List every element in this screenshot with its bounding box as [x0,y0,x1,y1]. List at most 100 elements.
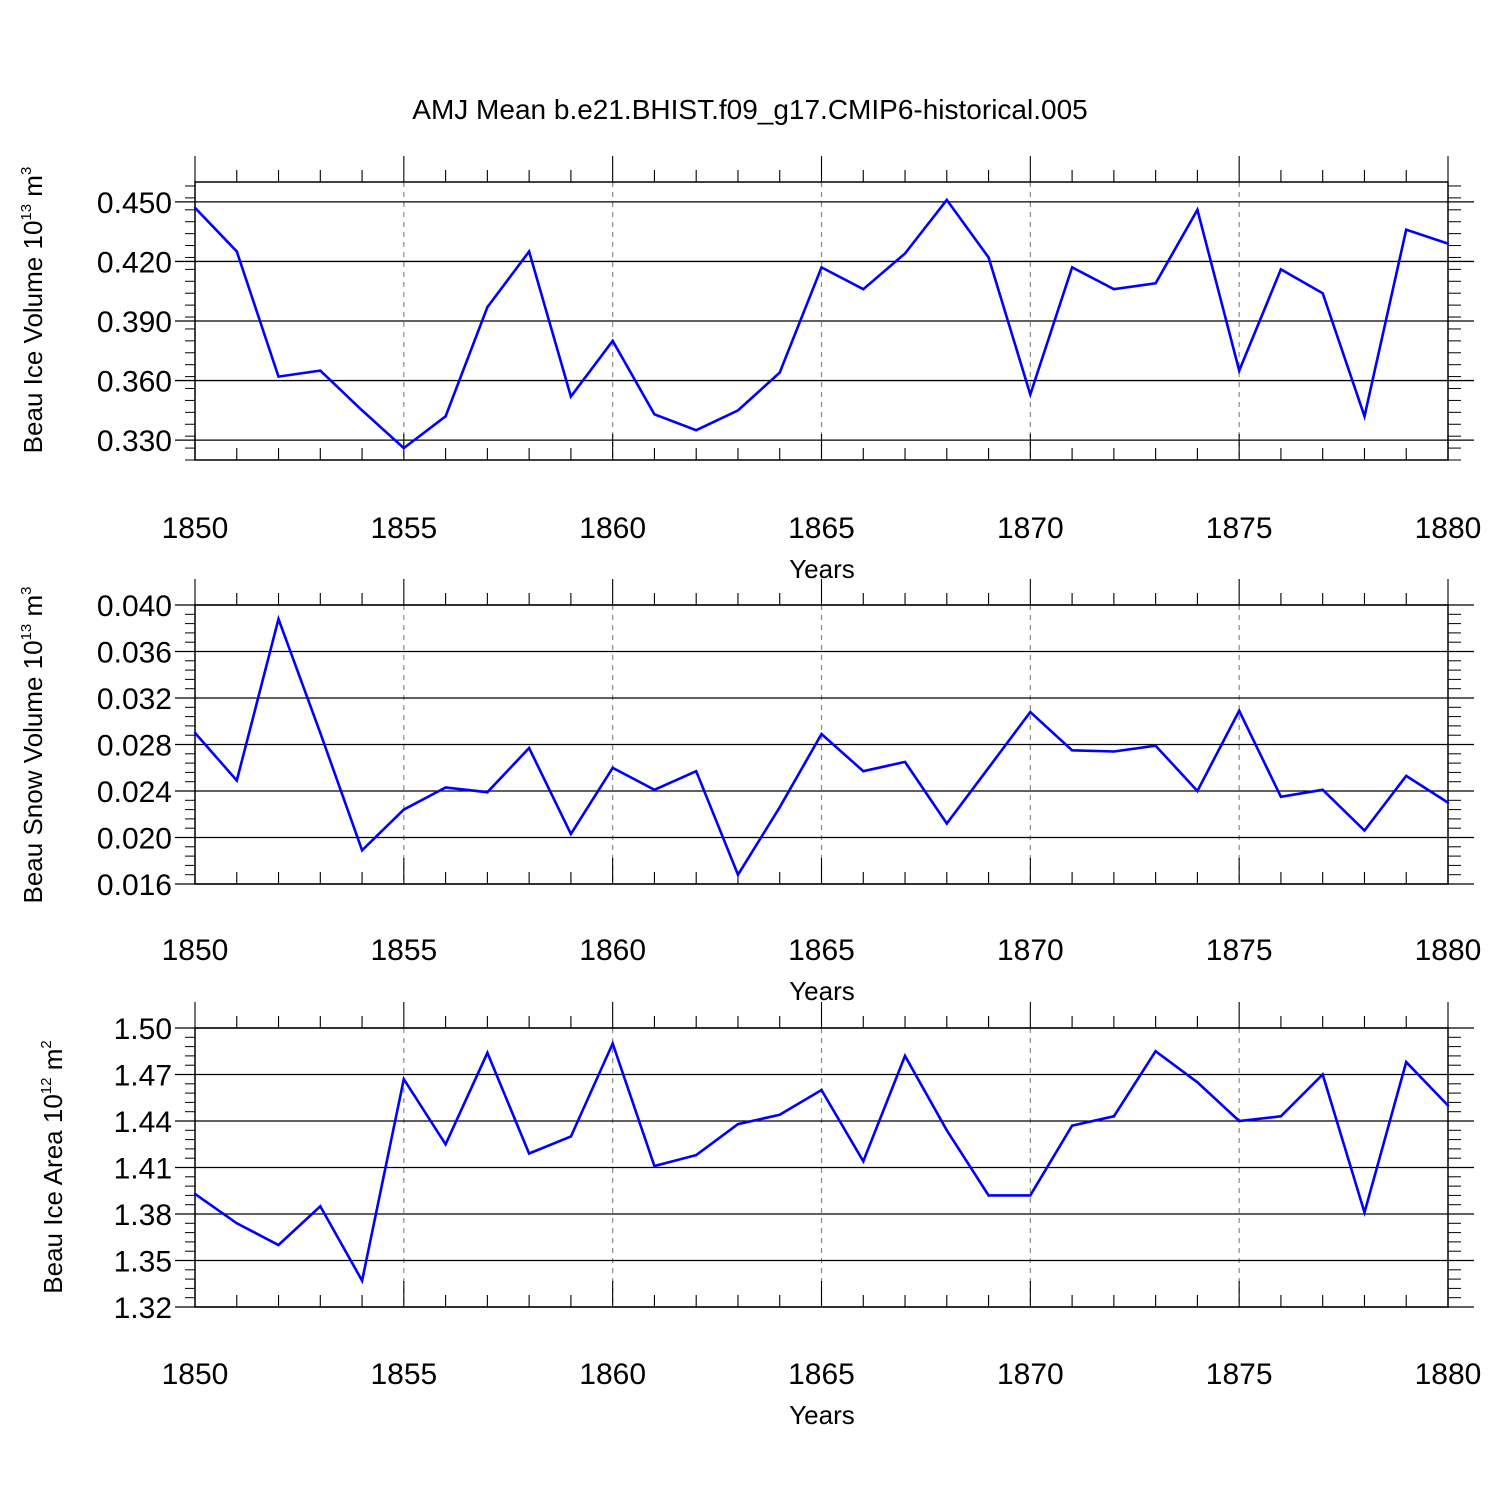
y-axis-label: Beau Snow Volume 1013 m3 [18,587,48,904]
data-point [903,760,907,764]
data-point [736,1122,740,1126]
x-tick-label: 1880 [1415,512,1482,545]
x-tick-label: 1865 [788,934,855,967]
data-point [945,1129,948,1132]
data-point [736,409,740,412]
x-tick-label: 1855 [370,512,437,545]
data-point [1363,415,1366,418]
x-tick-label: 1870 [997,934,1064,967]
data-point [1279,268,1283,271]
data-point [1070,749,1074,752]
x-tick-label: 1880 [1415,1358,1482,1391]
data-point [1112,288,1116,291]
data-point [1405,774,1408,778]
data-point [277,1243,280,1247]
data-point [486,790,489,794]
data-point [569,832,573,836]
data-point [695,1153,698,1157]
data-point [1154,744,1157,747]
data-point [987,256,990,259]
data-point [1405,1060,1408,1064]
data-point [903,252,907,255]
data-point [527,1152,531,1155]
data-point [360,849,364,852]
y-tick-label: 0.390 [97,306,172,339]
data-point [695,429,698,432]
data-point [736,873,740,876]
data-point [653,788,656,792]
y-tick-label: 1.35 [114,1246,172,1279]
data-point [987,1194,990,1197]
y-label-unit-exponent: 3 [18,167,35,175]
y-tick-label: 0.024 [97,776,172,809]
data-point [903,1054,907,1058]
data-point [1112,750,1116,753]
data-point [193,206,197,210]
y-label-text: Beau Ice Area 10 [38,1094,68,1293]
x-tick-label: 1850 [162,1358,229,1391]
data-point [945,822,948,825]
x-tick-label: 1870 [997,512,1064,545]
data-point [569,1135,573,1138]
data-point [319,731,322,735]
panel-ice-area: 1.32 1.35 1.38 1.41 1.44 1.47 1.50 1850 1855 1860… [38,1002,1481,1430]
x-axis-label: Years [789,976,855,1006]
data-point [235,250,238,253]
data-point [1446,801,1450,804]
y-label-unit: m [38,1049,68,1078]
x-tick-label: 1855 [370,1358,437,1391]
data-point [1321,1073,1324,1076]
data-point [611,1042,614,1045]
data-point [653,1164,656,1168]
data-point [1363,1211,1366,1214]
data-point [1237,1119,1241,1123]
data-point [402,1077,406,1081]
y-label-unit-exponent: 3 [18,587,35,595]
data-point [945,198,948,202]
data-point [444,786,447,789]
data-point [1237,709,1241,712]
data-point [1446,242,1450,245]
y-axis-label: Beau Ice Volume 1013 m3 [18,167,48,454]
data-point [778,1113,781,1117]
y-tick-label: 1.38 [114,1199,172,1232]
data-point [1237,369,1241,372]
data-point [1196,208,1199,211]
data-point [820,1088,823,1092]
data-point [486,305,489,309]
data-point [1279,1115,1283,1118]
data-point [235,779,238,782]
panel-snow-volume: 0.016 0.020 0.024 0.028 0.032 0.036 0.040 1850 1… [18,579,1481,1006]
x-tick-label: 1880 [1415,934,1482,967]
y-tick-label: 0.032 [97,683,172,716]
data-point [653,413,656,416]
data-point [569,395,573,398]
data-point [695,770,698,773]
data-point [862,1160,865,1163]
data-point [820,266,823,269]
data-point [277,375,280,378]
data-point [1321,788,1324,792]
data-point [1196,789,1199,793]
x-tick-label: 1855 [370,934,437,967]
y-label-exponent: 13 [18,204,35,221]
data-point [360,1279,364,1282]
figure-title: AMJ Mean b.e21.BHIST.f09_g17.CMIP6-histo… [412,94,1087,125]
data-point [1363,829,1366,832]
y-label-text: Beau Ice Volume 10 [18,221,48,454]
x-tick-label: 1850 [162,934,229,967]
x-tick-label: 1875 [1206,512,1273,545]
data-point [319,369,322,372]
y-tick-label: 0.420 [97,246,172,279]
y-label-unit: m [18,595,48,624]
x-tick-label: 1860 [579,934,646,967]
y-tick-label: 1.50 [114,1013,172,1046]
data-point [402,446,406,450]
data-point [862,770,865,773]
y-tick-label: 0.330 [97,425,172,458]
x-tick-label: 1875 [1206,934,1273,967]
data-point [444,1143,447,1146]
data-point [1154,1050,1157,1053]
